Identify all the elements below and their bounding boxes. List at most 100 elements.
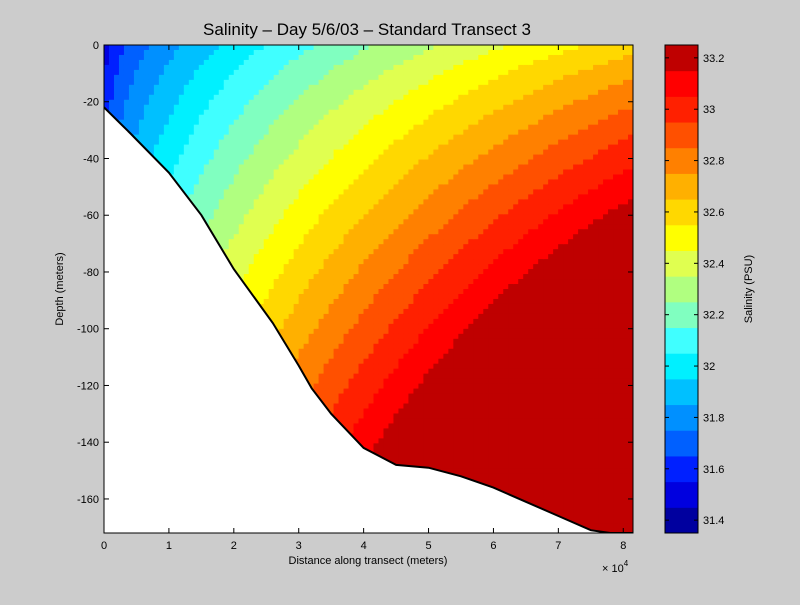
field-cell <box>238 239 245 245</box>
field-cell <box>313 139 320 146</box>
field-cell <box>223 164 230 171</box>
field-cell <box>173 154 180 161</box>
field-cell <box>238 179 245 186</box>
field-cell <box>308 264 315 270</box>
field-cell <box>338 54 345 61</box>
field-cell <box>353 179 360 186</box>
field-cell <box>203 99 210 106</box>
field-cell <box>218 164 225 171</box>
field-cell <box>138 129 145 136</box>
field-cell <box>253 144 260 151</box>
field-cell <box>158 89 165 96</box>
field-cell <box>198 124 205 131</box>
field-cell <box>338 154 345 161</box>
field-cell <box>288 49 295 56</box>
field-cell <box>298 99 305 106</box>
field-cell <box>323 144 330 151</box>
field-cell <box>298 174 305 181</box>
field-cell <box>263 244 270 250</box>
field-cell <box>178 124 185 131</box>
field-cell <box>263 293 270 300</box>
field-cell <box>198 174 205 181</box>
field-cell <box>348 368 355 375</box>
field-cell <box>348 254 355 260</box>
field-cell <box>338 303 345 310</box>
field-cell <box>323 54 330 61</box>
field-cell <box>258 139 265 146</box>
field-cell <box>313 79 320 86</box>
field-cell <box>353 114 360 121</box>
field-cell <box>328 318 335 325</box>
field-cell <box>348 418 355 425</box>
field-cell <box>303 159 310 166</box>
field-cell <box>228 149 235 156</box>
field-cell <box>348 239 355 245</box>
field-cell <box>293 303 300 310</box>
field-cell <box>243 45 250 51</box>
field-cell <box>188 104 195 111</box>
field-cell <box>308 79 315 86</box>
field-cell <box>328 134 335 141</box>
field-cell <box>298 164 305 171</box>
field-cell <box>303 109 310 116</box>
field-cell <box>298 219 305 225</box>
field-cell <box>238 54 245 61</box>
field-cell <box>328 358 335 365</box>
field-cell <box>218 239 225 245</box>
field-cell <box>298 129 305 136</box>
field-cell <box>213 174 220 181</box>
field-cell <box>268 239 275 245</box>
field-cell <box>318 109 325 116</box>
field-cell <box>208 159 215 166</box>
field-cell <box>263 199 270 205</box>
field-cell <box>333 358 340 365</box>
field-cell <box>238 104 245 111</box>
field-cell <box>303 308 310 315</box>
field-cell <box>188 194 195 200</box>
field-cell <box>333 119 340 126</box>
field-cell <box>293 244 300 250</box>
field-cell <box>348 408 355 415</box>
field-cell <box>163 124 170 131</box>
field-cell <box>253 64 260 71</box>
field-cell <box>183 45 190 51</box>
field-cell <box>283 144 290 151</box>
field-cell <box>188 114 195 121</box>
field-cell <box>233 214 240 220</box>
field-cell <box>333 368 340 375</box>
field-cell <box>328 204 335 210</box>
field-cell <box>263 274 270 280</box>
field-cell <box>248 94 255 101</box>
field-cell <box>308 308 315 315</box>
field-cell <box>348 64 355 71</box>
field-cell <box>143 94 150 101</box>
field-cell <box>148 109 155 116</box>
field-cell <box>323 254 330 260</box>
field-cell <box>313 94 320 101</box>
field-cell <box>138 79 145 86</box>
field-cell <box>263 184 270 191</box>
field-cell <box>338 144 345 151</box>
field-cell <box>203 159 210 166</box>
field-cell <box>328 54 335 61</box>
field-cell <box>208 154 215 161</box>
field-cell <box>233 45 240 51</box>
field-cell <box>288 274 295 280</box>
field-cell <box>338 229 345 235</box>
field-cell <box>313 348 320 355</box>
field-cell <box>218 49 225 56</box>
field-cell <box>288 174 295 181</box>
field-cell <box>263 289 270 295</box>
field-cell <box>353 144 360 151</box>
field-cell <box>278 318 285 325</box>
field-cell <box>313 209 320 215</box>
field-cell <box>253 254 260 260</box>
field-cell <box>153 129 160 136</box>
field-cell <box>213 214 220 220</box>
field-cell <box>343 229 350 235</box>
field-cell <box>343 289 350 295</box>
field-cell <box>258 59 265 66</box>
field-cell <box>243 229 250 235</box>
field-cell <box>338 174 345 181</box>
field-cell <box>333 234 340 240</box>
